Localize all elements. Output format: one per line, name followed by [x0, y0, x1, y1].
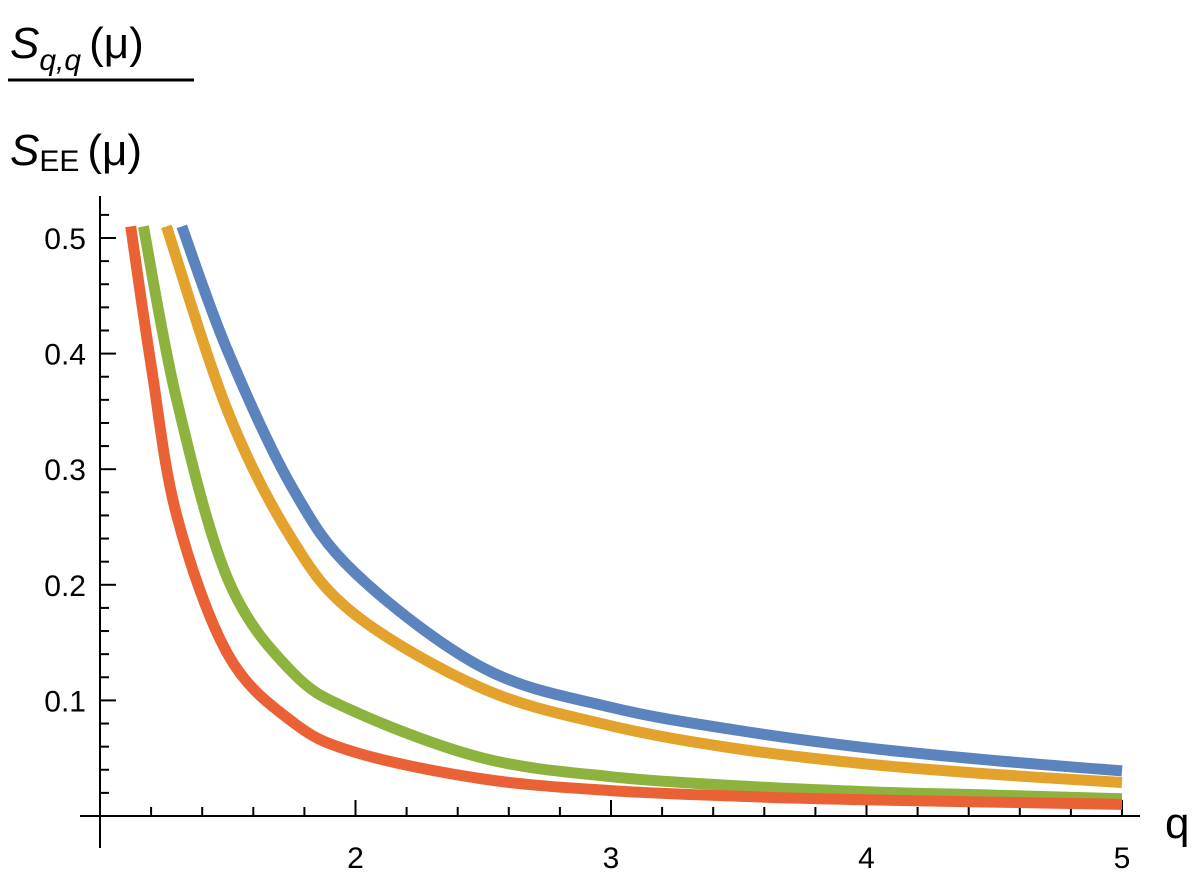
y-title-numerator-symbol: S — [10, 19, 39, 68]
series-line-4 — [125, 225, 1123, 810]
series-group — [125, 224, 1123, 810]
y-tick-label: 0.1 — [44, 685, 86, 718]
x-tick-label: 4 — [858, 842, 875, 875]
y-title-denominator-subscript: EE — [39, 145, 79, 178]
tick-labels: 2 3 4 5 0.1 0.2 0.3 0.4 0.5 — [44, 223, 1130, 875]
series-line-3 — [138, 225, 1123, 805]
series-line-2 — [161, 224, 1123, 788]
axes — [80, 196, 1140, 848]
x-axis-label: q — [1165, 799, 1189, 848]
x-tick-label: 3 — [603, 842, 620, 875]
y-tick-label: 0.4 — [44, 339, 86, 372]
series-line-1 — [176, 224, 1123, 777]
x-tick-label: 5 — [1114, 842, 1131, 875]
y-tick-label: 0.5 — [44, 223, 86, 256]
y-tick-label: 0.2 — [44, 570, 86, 603]
y-title-numerator: Sq,q (μ) — [10, 19, 144, 77]
y-title-numerator-subscript: q,q — [39, 44, 81, 77]
y-title-denominator-argument: (μ) — [87, 126, 142, 175]
x-tick-label: 2 — [347, 842, 364, 875]
y-title-denominator-symbol: S — [10, 126, 39, 175]
y-title-denominator: SEE (μ) — [10, 126, 142, 178]
y-title-numerator-argument: (μ) — [89, 19, 144, 68]
y-tick-label: 0.3 — [44, 454, 86, 487]
y-axis-title: Sq,q (μ) SEE (μ) — [8, 19, 194, 178]
